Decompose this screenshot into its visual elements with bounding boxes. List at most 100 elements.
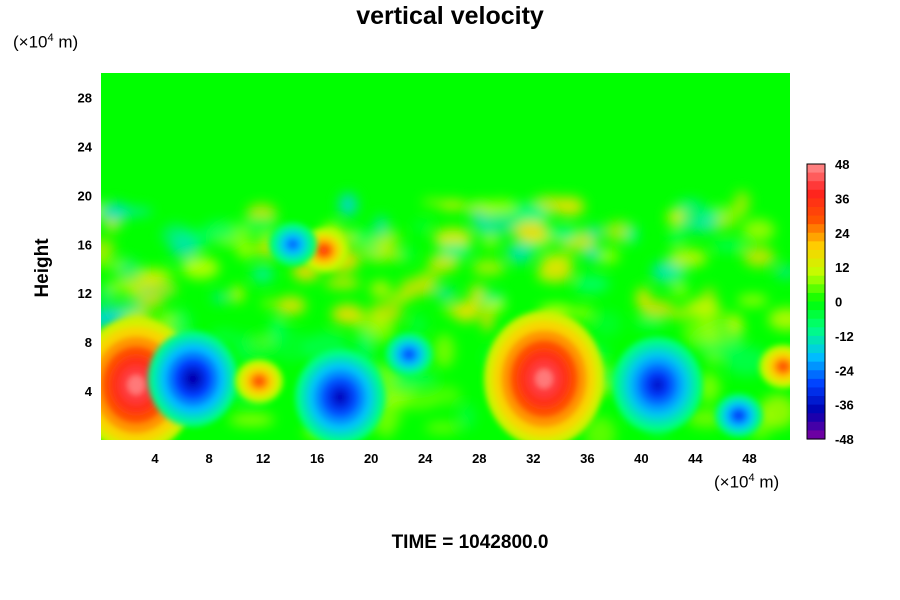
field-texture: [584, 246, 602, 263]
field-texture: [572, 305, 593, 320]
field-texture: [635, 315, 665, 330]
field-texture: [537, 271, 553, 282]
field-texture: [660, 270, 688, 279]
field-texture: [428, 254, 459, 273]
colorbar-segment: [807, 198, 825, 208]
velocity-field: [101, 222, 790, 440]
colorbar-segment: [807, 413, 825, 423]
colorbar-segment: [807, 335, 825, 346]
y-axis-unit: (×104 m): [13, 32, 79, 52]
field-texture: [434, 334, 455, 368]
y-tick-label: 20: [78, 188, 92, 203]
field-texture: [512, 202, 548, 226]
colorbar-segment: [807, 404, 825, 414]
field-texture: [671, 282, 689, 298]
field-texture: [365, 243, 381, 255]
y-tick-label: 4: [85, 384, 93, 399]
x-tick-label: 16: [310, 451, 324, 466]
y-tick-label: 24: [78, 139, 93, 154]
colorbar-tick-label: 36: [835, 191, 849, 206]
field-texture: [669, 228, 685, 247]
contour-level: [405, 351, 413, 358]
colorbar-segment: [807, 258, 825, 268]
colorbar-segment: [807, 172, 825, 182]
colorbar-tick-label: 12: [835, 260, 849, 275]
field-texture: [591, 310, 622, 337]
field-texture: [233, 332, 251, 359]
colorbar-border: [806, 163, 826, 440]
x-tick-label: 44: [688, 451, 703, 466]
field-texture: [260, 299, 278, 308]
x-axis-ticks: 4 8 12 16 20 24 28 32 36 40 44 48: [151, 451, 756, 466]
colorbar-segment: [807, 301, 825, 311]
colorbar-segment: [807, 318, 825, 328]
field-texture: [398, 246, 414, 261]
field-texture: [369, 280, 392, 298]
field-texture: [667, 208, 686, 227]
field-texture: [668, 306, 692, 320]
colorbar-segment: [807, 292, 825, 303]
y-tick-label: 8: [85, 335, 92, 350]
colorbar-segment: [807, 421, 825, 431]
field-texture: [733, 190, 751, 213]
colorbar-tick-label: -12: [835, 329, 854, 344]
contour-level: [186, 371, 200, 386]
colorbar-segment: [807, 241, 825, 251]
x-tick-label: 32: [526, 451, 540, 466]
velocity-cell: [268, 222, 317, 267]
time-label: TIME =: [391, 532, 459, 553]
velocity-cell: [147, 330, 238, 427]
field-texture: [686, 298, 721, 317]
field-texture: [512, 221, 551, 242]
contour-level: [333, 390, 347, 405]
field-texture: [437, 200, 468, 210]
field-texture: [112, 302, 143, 313]
plot-area: [101, 73, 790, 440]
x-tick-label: 4: [151, 451, 159, 466]
colorbar-segment: [807, 370, 825, 380]
field-texture: [413, 220, 432, 232]
field-texture: [425, 421, 460, 434]
field-texture: [228, 413, 275, 427]
field-texture: [337, 277, 353, 286]
contour-level: [735, 412, 743, 419]
field-texture: [379, 403, 396, 439]
field-texture: [409, 314, 427, 337]
field-texture: [668, 248, 708, 268]
field-texture: [682, 316, 718, 348]
field-texture: [421, 198, 443, 207]
field-texture: [230, 285, 245, 303]
field-texture: [573, 274, 610, 294]
field-texture: [396, 391, 438, 411]
field-texture: [737, 294, 768, 307]
colorbar-tick-label: -36: [835, 398, 854, 413]
colorbar-segment: [807, 275, 825, 285]
y-axis-ticks: 4 8 12 16 20 24 28: [78, 91, 93, 400]
colorbar-segment: [807, 344, 825, 354]
field-texture: [101, 252, 111, 269]
colorbar-tick-label: 24: [835, 226, 850, 241]
field-texture: [433, 227, 473, 249]
field-texture: [202, 220, 238, 242]
contour-level: [535, 369, 553, 389]
colorbar-segment: [807, 310, 825, 320]
colorbar-segment: [807, 181, 825, 191]
field-texture: [211, 292, 229, 303]
field-texture: [102, 314, 120, 323]
colorbar-segment: [807, 267, 825, 277]
contour-level: [320, 247, 328, 254]
y-tick-label: 12: [78, 286, 92, 301]
y-tick-label: 16: [78, 237, 92, 252]
field-texture: [471, 208, 486, 229]
field-texture: [338, 193, 358, 217]
colorbar-tick-label: 48: [835, 157, 849, 172]
field-texture: [138, 295, 164, 308]
field-texture: [128, 282, 145, 300]
chart-title: vertical velocity: [356, 2, 544, 30]
x-tick-label: 12: [256, 451, 270, 466]
field-texture: [146, 279, 178, 298]
x-tick-label: 40: [634, 451, 648, 466]
field-texture: [458, 403, 476, 430]
field-texture: [711, 240, 749, 252]
